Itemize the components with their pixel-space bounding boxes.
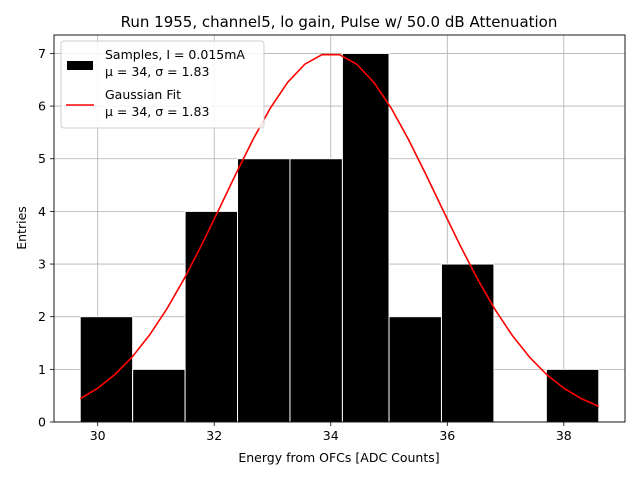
y-tick-label: 3: [38, 257, 46, 272]
histogram-bar: [289, 158, 343, 423]
y-tick-label: 7: [38, 46, 46, 61]
y-tick-label: 0: [38, 415, 46, 430]
histogram-bar: [184, 210, 239, 423]
x-tick-label: 38: [556, 428, 572, 443]
axes-frame: [53, 34, 626, 423]
gaussian-fit-line: [79, 53, 600, 408]
histogram-bars: [79, 52, 600, 423]
legend-label-samples: Samples, I = 0.015mA: [105, 47, 245, 62]
histogram-bar: [545, 368, 600, 423]
legend-label-fit: Gaussian Fit: [105, 87, 181, 102]
legend-stats-samples: μ = 34, σ = 1.83: [105, 64, 209, 79]
histogram-bar: [79, 316, 134, 423]
legend-box: [60, 40, 265, 129]
y-tick-label: 2: [38, 309, 46, 324]
y-axis-ticks: 0 1 2 3 4 5 6 7: [38, 46, 54, 430]
histogram-bar: [440, 263, 495, 423]
y-axis-label: Entries: [14, 206, 29, 250]
x-axis-label: Energy from OFCs [ADC Counts]: [238, 450, 439, 465]
histogram-bar: [237, 158, 291, 423]
x-tick-label: 34: [323, 428, 339, 443]
histogram-bar: [341, 52, 390, 423]
x-axis-ticks: 30 32 34 36 38: [90, 422, 572, 443]
y-tick-label: 6: [38, 99, 46, 114]
y-tick-label: 5: [38, 151, 46, 166]
legend-stats-fit: μ = 34, σ = 1.83: [105, 104, 209, 119]
x-tick-label: 32: [206, 428, 222, 443]
histogram-bar: [388, 316, 442, 423]
chart-title: Run 1955, channel5, lo gain, Pulse w/ 50…: [121, 13, 558, 31]
histogram-bar: [132, 368, 186, 423]
y-tick-label: 4: [38, 204, 46, 219]
legend-swatch-samples: [67, 61, 93, 70]
x-tick-label: 30: [90, 428, 106, 443]
legend: Samples, I = 0.015mA μ = 34, σ = 1.83 Ga…: [60, 40, 265, 129]
y-tick-label: 1: [38, 362, 46, 377]
x-tick-label: 36: [439, 428, 455, 443]
